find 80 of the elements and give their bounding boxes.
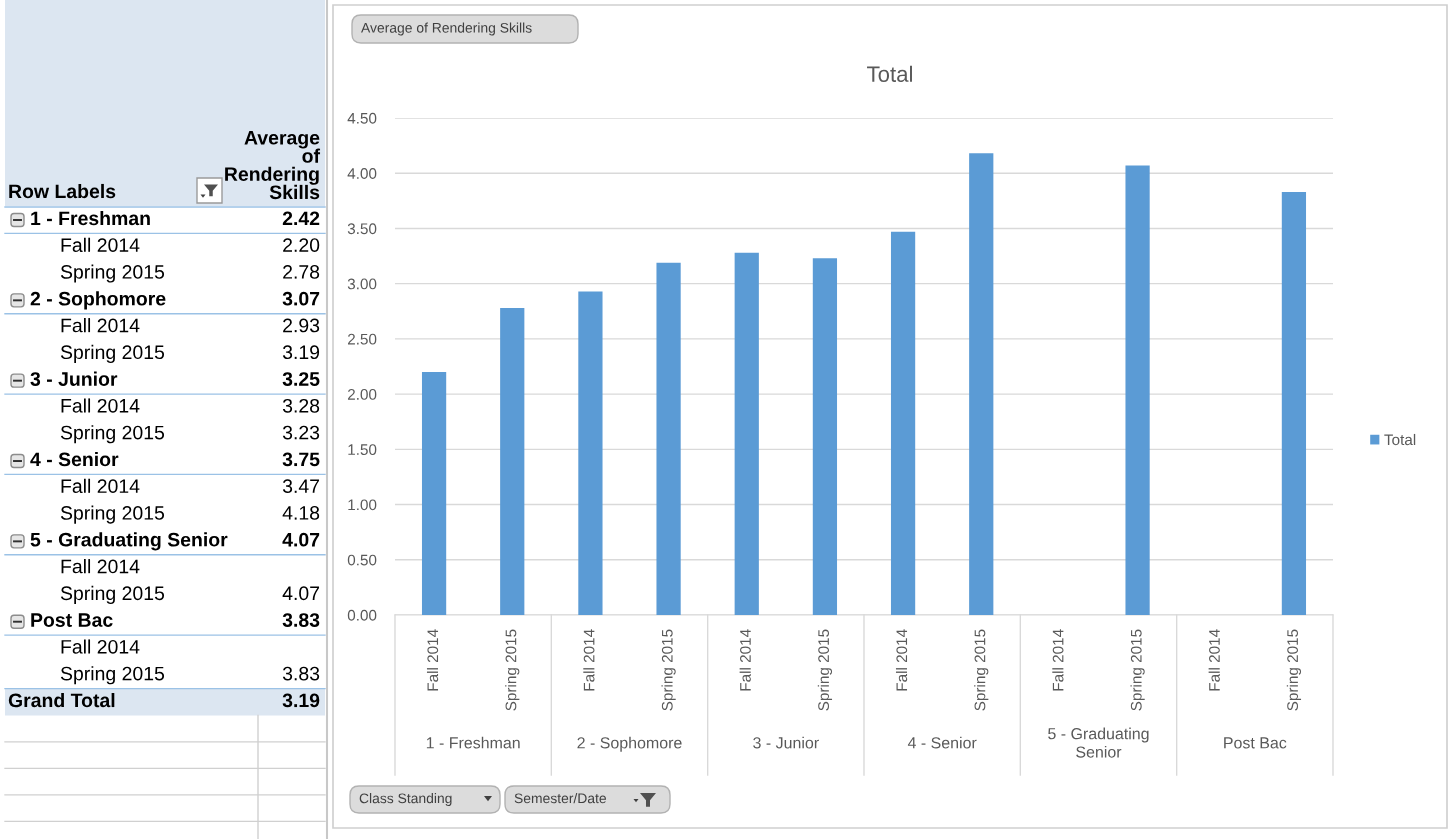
text: Average of Rendering Skills	[225, 131, 321, 200]
category-label: Spring 2015	[60, 585, 165, 604]
bar	[890, 231, 916, 615]
y-tick-label: 0.50	[347, 554, 377, 566]
category-label: Spring 2015	[60, 264, 165, 283]
y-tick-label: 3.50	[347, 223, 377, 235]
category-label: 5 - Graduating Senior	[30, 532, 228, 551]
category-label: Grand Total	[8, 692, 115, 708]
data-label: 2.78	[283, 265, 320, 279]
x-tick-label: Fall 2014	[739, 629, 751, 691]
text: Class Standing	[359, 793, 452, 806]
data-label: 3.47	[282, 479, 320, 494]
category-label: Spring 2015	[60, 505, 165, 524]
category-label: 3 - Junior	[30, 371, 118, 386]
data-label: 2.42	[282, 211, 320, 226]
bar	[1281, 192, 1307, 615]
text: 4 - Senior	[907, 736, 977, 749]
bar	[1125, 165, 1150, 615]
data-label: 3.25	[282, 372, 320, 386]
category-label: 1 - Freshman	[31, 210, 150, 226]
category-label: Post Bac	[31, 613, 113, 627]
x-tick-label: Fall 2014	[583, 629, 595, 691]
y-axis-title: Average of Rendering Skills	[361, 22, 532, 36]
data-label: 3.07	[282, 291, 320, 306]
chart-title: Total	[867, 65, 912, 82]
category-label: Spring 2015	[60, 425, 165, 444]
category-label: Spring 2015	[60, 344, 165, 363]
y-tick-label: 1.00	[348, 499, 377, 511]
x-tick-label: Fall 2014	[1052, 629, 1064, 691]
x-tick-label: Spring 2015	[505, 629, 520, 711]
category-label: 4 - Senior	[30, 451, 119, 467]
x-tick-label: Fall 2014	[895, 629, 908, 691]
bar	[578, 291, 603, 615]
data-label: 4.07	[282, 586, 320, 601]
y-tick-label: 4.00	[347, 168, 377, 179]
category-label: Fall 2014	[61, 478, 140, 494]
bar	[500, 307, 525, 615]
x-tick-label: Spring 2015	[1130, 629, 1145, 711]
x-tick-label: Spring 2015	[817, 629, 833, 711]
y-tick-label: 4.50	[347, 112, 377, 124]
x-tick-label: Spring 2015	[1286, 629, 1302, 711]
text: Row Labels	[9, 183, 116, 199]
x-tick-label: Spring 2015	[974, 629, 989, 711]
data-label: 4.07	[282, 532, 320, 547]
x-tick-label: Fall 2014	[1208, 629, 1220, 691]
bar	[812, 258, 838, 615]
bar	[421, 372, 447, 615]
y-tick-label: 1.50	[348, 444, 377, 456]
y-tick-label: 2.00	[347, 388, 377, 400]
x-tick-label: Fall 2014	[426, 629, 439, 691]
x-tick-label: Spring 2015	[661, 629, 676, 711]
legend-label: Total	[1384, 433, 1416, 446]
data-label: 3.28	[282, 398, 320, 413]
data-label: 2.93	[283, 318, 320, 333]
data-label: 3.19	[282, 693, 320, 708]
bar	[656, 262, 681, 615]
data-label: 3.19	[282, 345, 320, 360]
data-label: 3.83	[282, 613, 320, 627]
data-label: 3.83	[282, 666, 320, 681]
text: 5 - Graduating Senior	[1048, 727, 1149, 758]
y-tick-label: 2.50	[347, 333, 377, 345]
category-label: Fall 2014	[61, 398, 140, 413]
y-tick-label: 3.00	[347, 278, 377, 290]
data-label: 3.23	[282, 425, 320, 440]
bar	[734, 252, 759, 615]
text: Semester/Date	[514, 793, 607, 804]
text: 3 - Junior	[753, 736, 819, 749]
bar	[969, 153, 994, 615]
category-label: Fall 2014	[61, 318, 140, 333]
category-label: Fall 2014	[61, 237, 140, 252]
data-label: 2.20	[283, 238, 320, 252]
text: 1 - Freshman	[426, 736, 520, 749]
category-label: 2 - Sophomore	[30, 291, 166, 310]
data-label: 4.18	[282, 506, 320, 520]
category-label: Fall 2014	[61, 639, 140, 654]
data-label: 3.75	[282, 452, 320, 467]
category-label: Fall 2014	[61, 559, 140, 574]
text: Post Bac	[1224, 737, 1287, 749]
text: 2 - Sophomore	[577, 736, 682, 752]
y-tick-label: 0.00	[347, 609, 377, 621]
